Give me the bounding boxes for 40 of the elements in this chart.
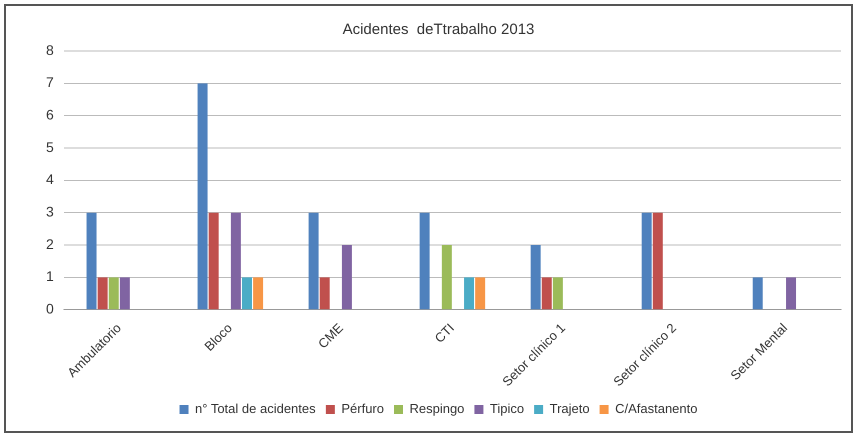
bar bbox=[442, 245, 452, 310]
y-tick-label: 7 bbox=[46, 74, 54, 90]
legend-label: Tipico bbox=[490, 401, 524, 416]
bar bbox=[542, 277, 552, 310]
bar bbox=[320, 277, 330, 310]
y-tick-label: 1 bbox=[46, 268, 54, 284]
y-tick-label: 0 bbox=[46, 300, 54, 317]
legend-label: Respingo bbox=[409, 401, 464, 416]
bar bbox=[308, 212, 319, 310]
y-tick-label: 8 bbox=[46, 42, 54, 58]
y-tick-label: 5 bbox=[46, 138, 54, 155]
bar bbox=[242, 277, 252, 310]
legend-label: Trajeto bbox=[550, 401, 590, 416]
bar bbox=[552, 277, 563, 310]
bar bbox=[120, 277, 130, 310]
bar bbox=[642, 212, 652, 310]
chart-title: Acidentes deTtrabalho 2013 bbox=[342, 21, 534, 38]
bar bbox=[208, 212, 219, 310]
bar bbox=[86, 212, 97, 310]
y-tick-label: 3 bbox=[46, 204, 54, 220]
bar bbox=[253, 277, 264, 310]
y-tick-label: 6 bbox=[46, 106, 54, 123]
bar bbox=[464, 277, 474, 310]
bar bbox=[342, 245, 352, 310]
legend-label: n° Total de acidentes bbox=[195, 401, 316, 416]
bar bbox=[420, 212, 430, 310]
bar bbox=[652, 212, 663, 310]
bar bbox=[786, 277, 796, 310]
y-tick-label: 4 bbox=[46, 171, 54, 188]
legend-label: C/Afastanento bbox=[615, 401, 698, 416]
bar bbox=[752, 277, 763, 310]
bar bbox=[230, 212, 241, 310]
bar bbox=[475, 277, 486, 310]
bar bbox=[98, 277, 108, 310]
legend-label: Pérfuro bbox=[341, 401, 384, 416]
bar bbox=[530, 245, 541, 310]
bar bbox=[198, 83, 208, 310]
bar bbox=[108, 277, 119, 310]
x-tick-label: CTI bbox=[432, 320, 458, 346]
y-tick-label: 2 bbox=[46, 236, 54, 252]
